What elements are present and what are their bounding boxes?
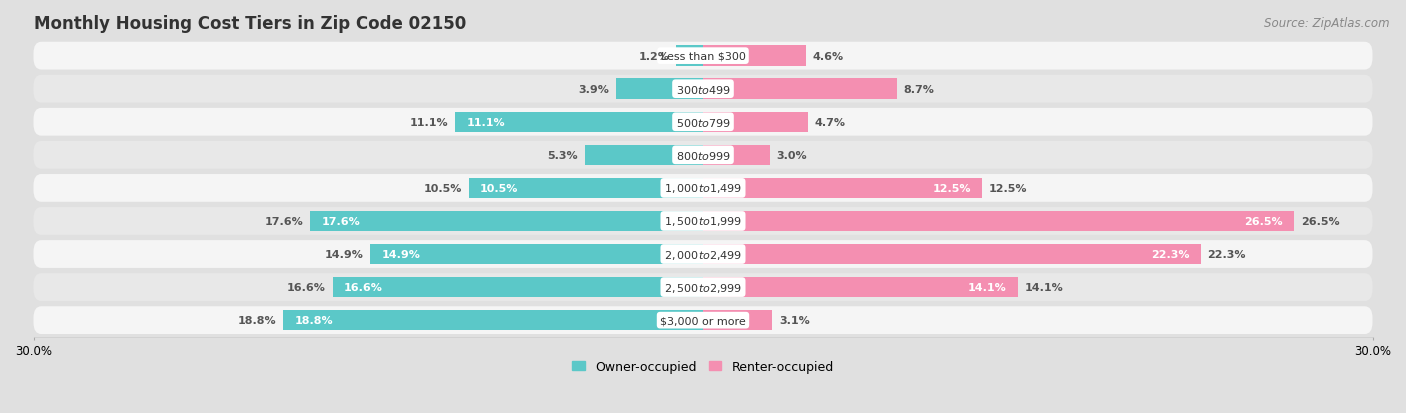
Text: 18.8%: 18.8% — [238, 316, 277, 325]
Bar — [703, 112, 808, 133]
Text: $300 to $499: $300 to $499 — [675, 83, 731, 95]
Text: 14.9%: 14.9% — [325, 249, 364, 259]
FancyBboxPatch shape — [34, 175, 1372, 202]
Text: 10.5%: 10.5% — [479, 183, 519, 193]
Text: $1,500 to $1,999: $1,500 to $1,999 — [664, 215, 742, 228]
Text: 11.1%: 11.1% — [467, 117, 505, 128]
Text: $500 to $799: $500 to $799 — [675, 116, 731, 128]
Text: 16.6%: 16.6% — [343, 282, 382, 292]
FancyBboxPatch shape — [34, 208, 1372, 235]
FancyBboxPatch shape — [34, 142, 1372, 169]
FancyBboxPatch shape — [34, 76, 1372, 103]
Text: 26.5%: 26.5% — [1244, 216, 1284, 226]
Text: Monthly Housing Cost Tiers in Zip Code 02150: Monthly Housing Cost Tiers in Zip Code 0… — [34, 15, 465, 33]
Bar — [703, 244, 1201, 265]
Bar — [585, 145, 703, 166]
Bar — [703, 211, 1295, 232]
Text: 14.1%: 14.1% — [967, 282, 1007, 292]
Text: 22.3%: 22.3% — [1152, 249, 1189, 259]
Text: 17.6%: 17.6% — [264, 216, 304, 226]
Text: Less than $300: Less than $300 — [661, 52, 745, 62]
Bar — [616, 79, 703, 100]
Bar — [703, 310, 772, 330]
Text: 12.5%: 12.5% — [988, 183, 1028, 193]
Text: 22.3%: 22.3% — [1208, 249, 1246, 259]
Text: 26.5%: 26.5% — [1301, 216, 1340, 226]
Bar — [703, 46, 806, 67]
FancyBboxPatch shape — [34, 306, 1372, 334]
Text: 3.9%: 3.9% — [578, 85, 609, 95]
Text: 3.1%: 3.1% — [779, 316, 810, 325]
Text: 11.1%: 11.1% — [411, 117, 449, 128]
Text: 18.8%: 18.8% — [295, 316, 333, 325]
Bar — [703, 79, 897, 100]
Text: 8.7%: 8.7% — [904, 85, 935, 95]
Text: Source: ZipAtlas.com: Source: ZipAtlas.com — [1264, 17, 1389, 29]
Bar — [456, 112, 703, 133]
Text: 14.1%: 14.1% — [1025, 282, 1063, 292]
Bar — [703, 178, 981, 199]
Text: 5.3%: 5.3% — [547, 150, 578, 160]
Text: 12.5%: 12.5% — [932, 183, 970, 193]
Text: 10.5%: 10.5% — [423, 183, 463, 193]
Text: 3.0%: 3.0% — [776, 150, 807, 160]
FancyBboxPatch shape — [34, 109, 1372, 136]
Bar — [311, 211, 703, 232]
Bar — [371, 244, 703, 265]
Text: $3,000 or more: $3,000 or more — [661, 316, 745, 325]
Text: $1,000 to $1,499: $1,000 to $1,499 — [664, 182, 742, 195]
Text: $800 to $999: $800 to $999 — [675, 150, 731, 161]
Bar — [676, 46, 703, 67]
Bar — [468, 178, 703, 199]
Text: 16.6%: 16.6% — [287, 282, 326, 292]
Text: 17.6%: 17.6% — [322, 216, 360, 226]
Legend: Owner-occupied, Renter-occupied: Owner-occupied, Renter-occupied — [568, 355, 838, 378]
Text: 4.7%: 4.7% — [814, 117, 845, 128]
Text: 1.2%: 1.2% — [638, 52, 669, 62]
Text: $2,000 to $2,499: $2,000 to $2,499 — [664, 248, 742, 261]
FancyBboxPatch shape — [34, 273, 1372, 301]
Bar — [703, 145, 770, 166]
Bar — [333, 277, 703, 298]
FancyBboxPatch shape — [34, 240, 1372, 268]
Bar — [284, 310, 703, 330]
Text: 14.9%: 14.9% — [381, 249, 420, 259]
Bar — [703, 277, 1018, 298]
FancyBboxPatch shape — [34, 43, 1372, 70]
Text: 4.6%: 4.6% — [813, 52, 844, 62]
Text: $2,500 to $2,999: $2,500 to $2,999 — [664, 281, 742, 294]
